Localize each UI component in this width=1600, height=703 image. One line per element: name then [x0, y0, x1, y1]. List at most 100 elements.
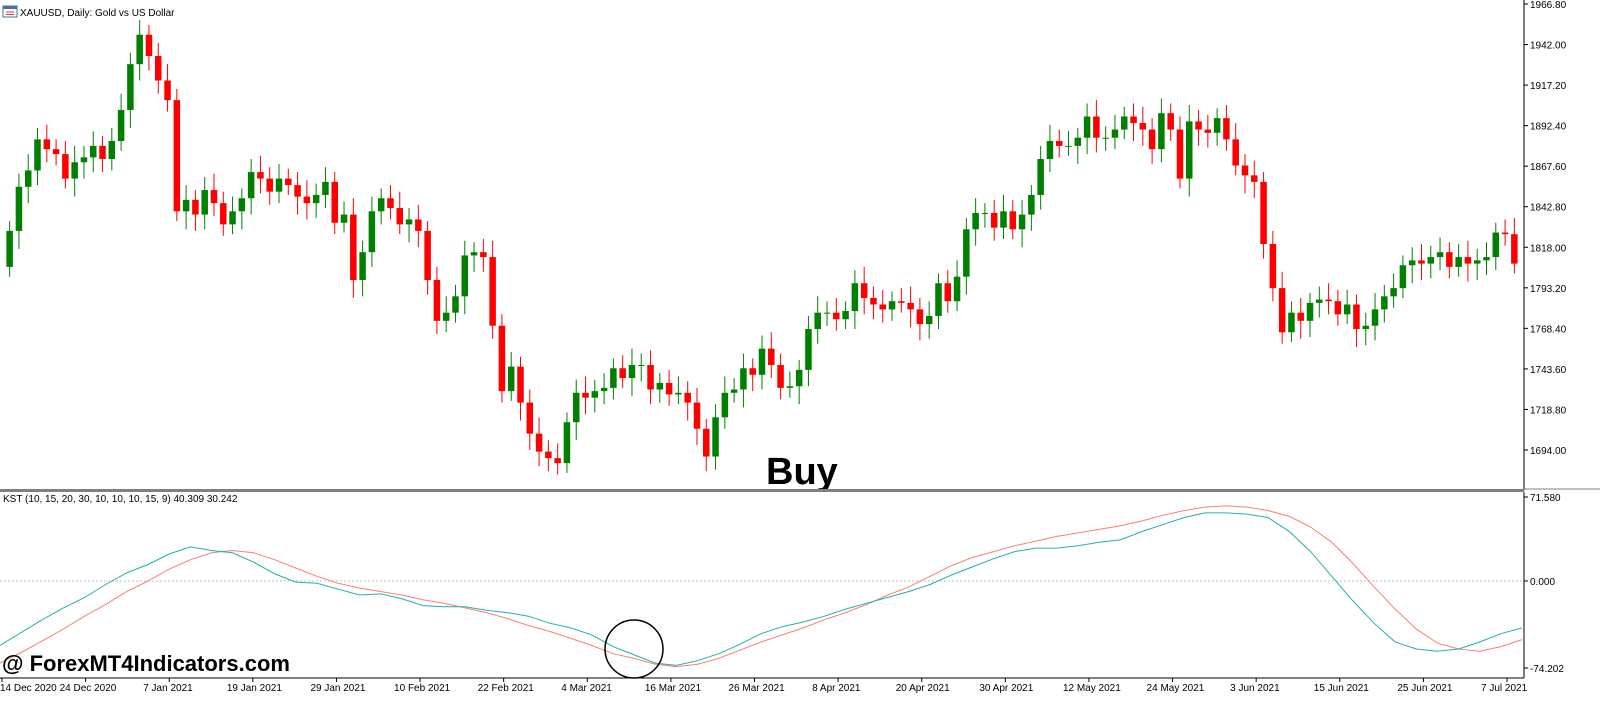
bull-candle: [229, 211, 236, 225]
bear-candle: [1223, 118, 1230, 140]
bear-candle: [1464, 257, 1472, 264]
bull-candle: [1000, 211, 1007, 228]
indicator-pane[interactable]: KST (10, 15, 20, 30, 10, 10, 10, 15, 9) …: [0, 492, 1564, 679]
bear-candle: [1130, 116, 1137, 124]
bear-candle: [43, 139, 51, 150]
bull-candle: [814, 312, 821, 330]
bear-candle: [266, 178, 273, 192]
price-y-tick-label: 1942.00: [1530, 41, 1567, 52]
bull-candle: [1381, 296, 1388, 310]
bear-candle: [145, 34, 153, 56]
bull-candle: [981, 212, 989, 214]
bull-candle: [1455, 257, 1462, 267]
bear-candle: [768, 348, 775, 365]
bull-candle: [322, 181, 329, 195]
bear-candle: [916, 309, 924, 325]
bull-candle: [340, 214, 348, 223]
bear-candle: [396, 208, 404, 225]
time-tick-label: 22 Feb 2021: [478, 683, 535, 694]
time-tick-label: 16 Mar 2021: [645, 683, 702, 694]
bull-candle: [1037, 158, 1044, 195]
bear-candle: [257, 172, 264, 179]
bull-candle: [610, 368, 617, 388]
bear-candle: [1148, 129, 1156, 150]
bull-candle: [1343, 304, 1351, 315]
bull-candle: [1436, 252, 1444, 258]
bear-candle: [870, 297, 877, 305]
bear-candle: [545, 451, 552, 459]
bull-candle: [842, 311, 849, 320]
bull-candle: [851, 283, 859, 312]
bull-candle: [1018, 214, 1026, 230]
bull-candle: [1074, 137, 1082, 146]
bull-candle: [935, 283, 942, 316]
bear-candle: [99, 145, 106, 159]
bull-candle: [24, 170, 32, 187]
time-tick-label: 7 Jul 2021: [1481, 683, 1528, 694]
bull-candle: [1120, 116, 1128, 130]
bull-candle: [786, 386, 794, 388]
price-candles: [6, 20, 1518, 475]
bear-candle: [554, 458, 561, 464]
price-y-tick-label: 1718.80: [1530, 405, 1567, 416]
bull-candle: [1288, 312, 1295, 333]
bear-candle: [703, 428, 710, 457]
bull-candle: [80, 157, 88, 163]
bear-candle: [1446, 252, 1453, 267]
kst-signal-line: [0, 505, 1523, 668]
indicator-y-axis: 71.580 0.000 -74.202: [1524, 493, 1564, 675]
bull-candle: [656, 382, 664, 390]
chart-window-icon: [2, 5, 18, 18]
watermark: @ ForexMT4Indicators.com: [2, 651, 290, 676]
bear-candle: [1055, 141, 1063, 146]
bull-candle: [1186, 121, 1193, 179]
time-tick-label: 19 Jan 2021: [227, 683, 282, 694]
bull-candle: [925, 315, 933, 325]
bull-candle: [108, 141, 116, 159]
price-y-tick-label: 1793.20: [1530, 284, 1567, 295]
price-y-axis: 1966.80 1942.00 1917.20 1892.40 1867.60 1842.…: [1524, 0, 1567, 457]
bear-candle: [1232, 139, 1239, 166]
bear-candle: [665, 382, 673, 395]
price-y-tick-label: 1892.40: [1530, 122, 1567, 133]
bull-candle: [1083, 116, 1091, 138]
pane-separator[interactable]: [0, 489, 1524, 492]
indicator-y-tick-label: 0.000: [1530, 577, 1555, 588]
bear-candle: [331, 181, 338, 223]
bear-candle: [898, 301, 905, 303]
bear-candle: [164, 80, 171, 101]
bull-candle: [71, 162, 78, 179]
bear-candle: [1334, 301, 1342, 315]
bull-candle: [972, 212, 979, 230]
price-pane[interactable]: 1966.80 1942.00 1917.20 1892.40 1867.60 1842.…: [6, 0, 1567, 490]
time-tick-label: 30 Apr 2021: [979, 683, 1033, 694]
bull-candle: [1102, 137, 1109, 139]
bull-candle: [201, 190, 208, 215]
bear-candle: [424, 230, 431, 280]
bear-candle: [52, 149, 60, 155]
bull-candle: [1427, 257, 1435, 264]
time-tick-label: 4 Mar 2021: [561, 683, 612, 694]
bull-candle: [89, 145, 97, 158]
bull-candle: [247, 172, 255, 199]
bear-candle: [1176, 129, 1184, 179]
time-tick-label: 8 Apr 2021: [812, 683, 861, 694]
price-y-tick-label: 1768.40: [1530, 324, 1567, 335]
bull-candle: [470, 252, 478, 256]
bull-candle: [721, 392, 729, 418]
bear-candle: [192, 199, 199, 215]
bear-candle: [210, 190, 218, 204]
bull-candle: [442, 312, 450, 321]
bear-candle: [1325, 299, 1332, 302]
time-tick-label: 7 Jan 2021: [143, 683, 193, 694]
bull-candle: [1316, 299, 1323, 303]
bear-candle: [294, 185, 301, 197]
indicator-y-tick-label: -74.202: [1530, 664, 1564, 675]
bull-candle: [117, 109, 125, 142]
time-tick-label: 24 Dec 2020: [60, 683, 117, 694]
bear-candle: [1241, 165, 1249, 176]
time-tick-label: 3 Jun 2021: [1230, 683, 1280, 694]
bear-candle: [220, 203, 227, 225]
bear-candle: [387, 198, 394, 209]
